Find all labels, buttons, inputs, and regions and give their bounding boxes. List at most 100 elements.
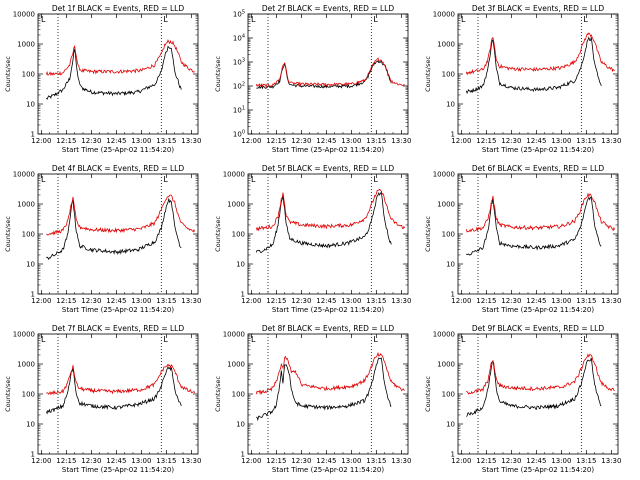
y-tick-label: 105 [233,10,245,19]
x-tick-label: 12:30 [291,137,311,145]
x-tick-label: 12:00 [241,137,261,145]
y-tick-label: 100 [442,391,455,399]
x-tick-label: 12:30 [291,297,311,305]
x-tick-label: 12:30 [291,457,311,465]
left-corner-marker: L [251,15,256,24]
x-tick-label: 12:00 [451,137,471,145]
left-corner-marker: L [41,335,46,344]
x-tick-label: 12:45 [106,137,126,145]
y-tick-label: 10 [446,421,455,429]
x-tick-label: 13:00 [341,457,361,465]
x-tick-label: 12:30 [81,297,101,305]
panel-title: Det 2f BLACK = Events, RED = LLD [262,4,395,13]
y-tick-label: 10000 [13,331,35,339]
panel-title: Det 5f BLACK = Events, RED = LLD [262,164,395,173]
y-tick-label: 100 [442,231,455,239]
left-corner-marker: L [41,175,46,184]
y-tick-label: 1 [31,291,35,299]
y-tick-label: 1000 [17,201,35,209]
x-tick-label: 13:30 [601,297,621,305]
y-tick-label: 103 [233,58,245,67]
x-axis-label: Start Time (25-Apr-02 11:54:20) [62,306,174,314]
x-tick-label: 13:30 [181,297,201,305]
x-tick-label: 12:00 [31,297,51,305]
y-tick-label: 10000 [223,171,245,179]
y-tick-label: 10 [26,421,35,429]
x-tick-label: 12:00 [31,457,51,465]
y-tick-label: 10 [446,101,455,109]
y-tick-label: 1000 [17,361,35,369]
y-tick-label: 10 [236,421,245,429]
x-tick-label: 13:00 [341,297,361,305]
panel-det-4: Det 4f BLACK = Events, RED = LLD 1 10 100 10… [4,164,201,314]
y-axis-label: Counts/sec [214,56,222,92]
panel-det-7: Det 7f BLACK = Events, RED = LLD 1 10 100 10… [4,324,201,474]
series-line-lld [255,57,405,89]
y-tick-label: 10000 [223,331,245,339]
x-tick-label: 12:00 [451,297,471,305]
x-axis-label: Start Time (25-Apr-02 11:54:20) [482,306,594,314]
series-line-events [46,197,182,261]
x-tick-label: 13:00 [131,457,151,465]
x-tick-label: 12:00 [241,297,261,305]
x-tick-label: 12:30 [81,137,101,145]
series-line-events [256,357,392,422]
left-corner-marker: L [41,15,46,24]
x-tick-label: 12:45 [526,297,546,305]
series-line-lld [255,188,406,232]
y-tick-label: 1000 [437,201,455,209]
x-tick-label: 12:15 [56,457,76,465]
y-axis-label: Counts/sec [424,56,432,92]
panel-det-2: Det 2f BLACK = Events, RED = LLD 100 101 10… [214,4,411,154]
x-tick-label: 13:30 [601,457,621,465]
panel-title: Det 4f BLACK = Events, RED = LLD [52,164,185,173]
y-axis-label: Counts/sec [4,216,12,252]
series-line-lld [466,353,615,395]
y-axis-label: Counts/sec [214,216,222,252]
y-tick-label: 10 [26,261,35,269]
panel-det-1: Det 1f BLACK = Events, RED = LLD 1 10 100 10… [4,4,201,154]
panel-title: Det 8f BLACK = Events, RED = LLD [262,324,395,333]
series-line-lld [465,32,615,76]
series-line-events [466,196,602,256]
x-tick-label: 13:15 [366,457,386,465]
y-axis-label: Counts/sec [424,216,432,252]
right-corner-marker: L [583,175,588,184]
y-tick-label: 10 [26,101,35,109]
series-line-lld [465,192,616,233]
x-tick-label: 13:15 [366,137,386,145]
series-line-lld [255,351,405,396]
y-tick-label: 1 [241,291,245,299]
x-tick-label: 12:45 [316,297,336,305]
y-tick-label: 1000 [227,201,245,209]
right-corner-marker: L [583,15,588,24]
panel-det-9: Det 9f BLACK = Events, RED = LLD 1 10 100 10… [424,324,621,474]
right-corner-marker: L [163,335,168,344]
series-line-lld [46,194,196,236]
panel-title: Det 9f BLACK = Events, RED = LLD [472,324,605,333]
x-axis-label: Start Time (25-Apr-02 11:54:20) [482,146,594,154]
x-axis-label: Start Time (25-Apr-02 11:54:20) [482,466,594,474]
y-tick-label: 1000 [437,41,455,49]
x-axis-label: Start Time (25-Apr-02 11:54:20) [272,146,384,154]
y-tick-label: 10000 [433,331,455,339]
y-tick-label: 100 [22,231,35,239]
x-tick-label: 12:15 [476,297,496,305]
x-tick-label: 12:45 [106,457,126,465]
x-tick-label: 12:45 [106,297,126,305]
panel-det-3: Det 3f BLACK = Events, RED = LLD 1 10 100 10… [424,4,621,154]
y-tick-label: 1000 [437,361,455,369]
x-tick-label: 13:30 [601,137,621,145]
right-corner-marker: L [373,175,378,184]
panel-det-6: Det 6f BLACK = Events, RED = LLD 1 10 100 10… [424,164,621,314]
panel-title: Det 6f BLACK = Events, RED = LLD [472,164,605,173]
x-tick-label: 13:15 [366,297,386,305]
x-tick-label: 13:15 [156,457,176,465]
x-tick-label: 12:00 [451,457,471,465]
x-tick-label: 13:00 [551,457,571,465]
series-line-lld [46,363,196,396]
y-tick-label: 10 [236,261,245,269]
x-tick-label: 13:00 [341,137,361,145]
